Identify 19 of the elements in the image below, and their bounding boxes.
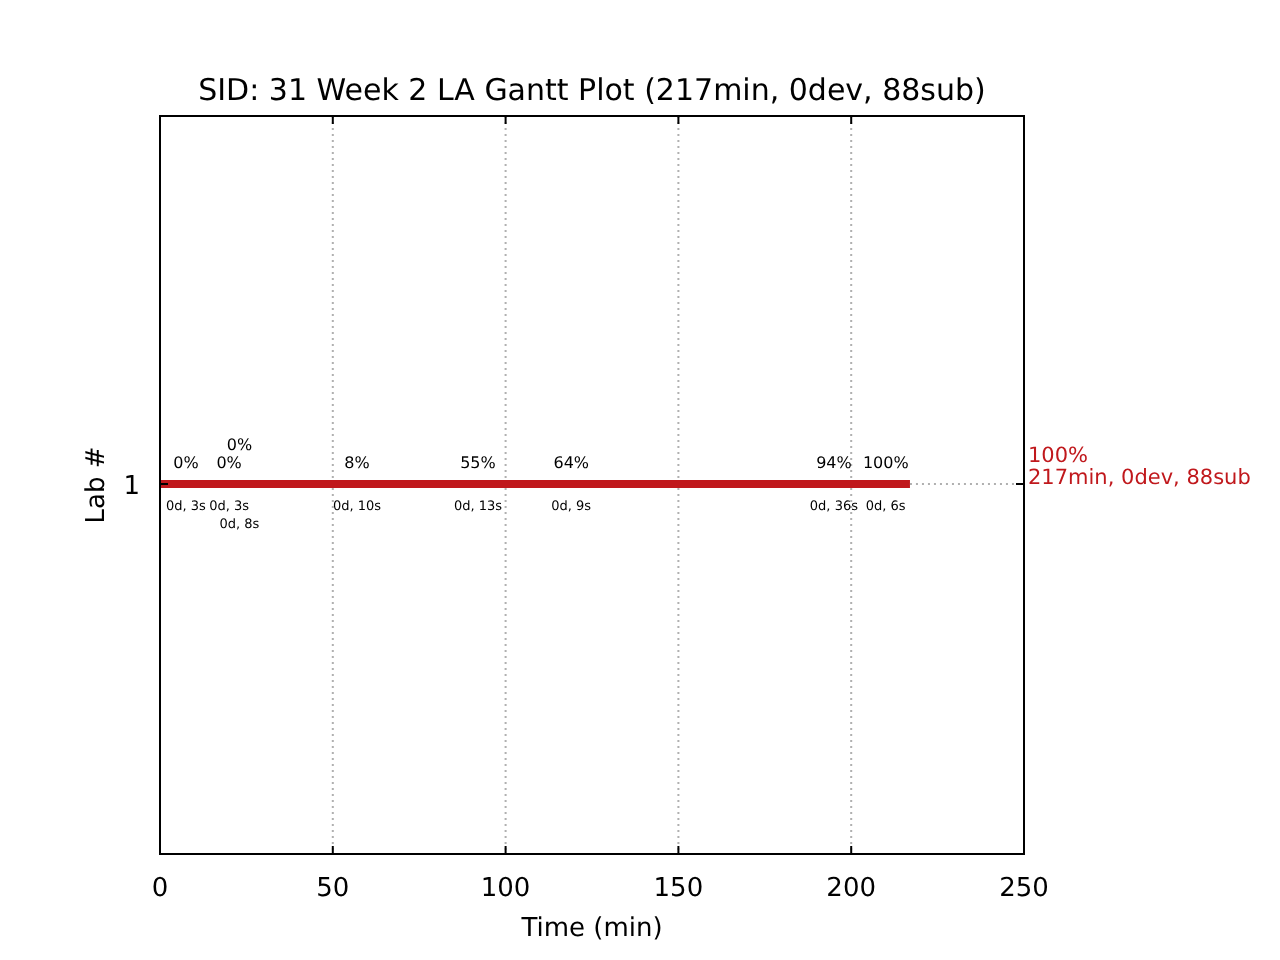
- data-label: 100% 217min, 0dev, 88sub: [1028, 444, 1252, 490]
- x-tick-label: 200: [826, 874, 877, 904]
- x-tick-label: 100: [480, 874, 531, 904]
- x-tick-label: 150: [653, 874, 704, 904]
- x-axis-title: Time (min): [519, 914, 663, 944]
- x-tick-label: 50: [316, 874, 350, 904]
- annotation: 0%: [216, 454, 243, 472]
- chart-title: SID: 31 Week 2 LA Gantt Plot (217min, 0dev, 88sub): [198, 72, 986, 108]
- annotation: 0%: [226, 436, 253, 454]
- x-tick-label: 250: [999, 874, 1049, 904]
- annotation: 94%: [816, 454, 853, 472]
- annotation: 8%: [344, 454, 371, 472]
- annotation: 64%: [553, 454, 590, 472]
- y-tick-label: 1: [123, 472, 140, 502]
- annotation: 55%: [460, 454, 497, 472]
- annotation: 0%: [173, 454, 200, 472]
- y-axis-title: Lab #: [82, 446, 112, 524]
- x-tick-label: 0: [151, 874, 169, 904]
- annotation: 100%: [862, 454, 910, 472]
